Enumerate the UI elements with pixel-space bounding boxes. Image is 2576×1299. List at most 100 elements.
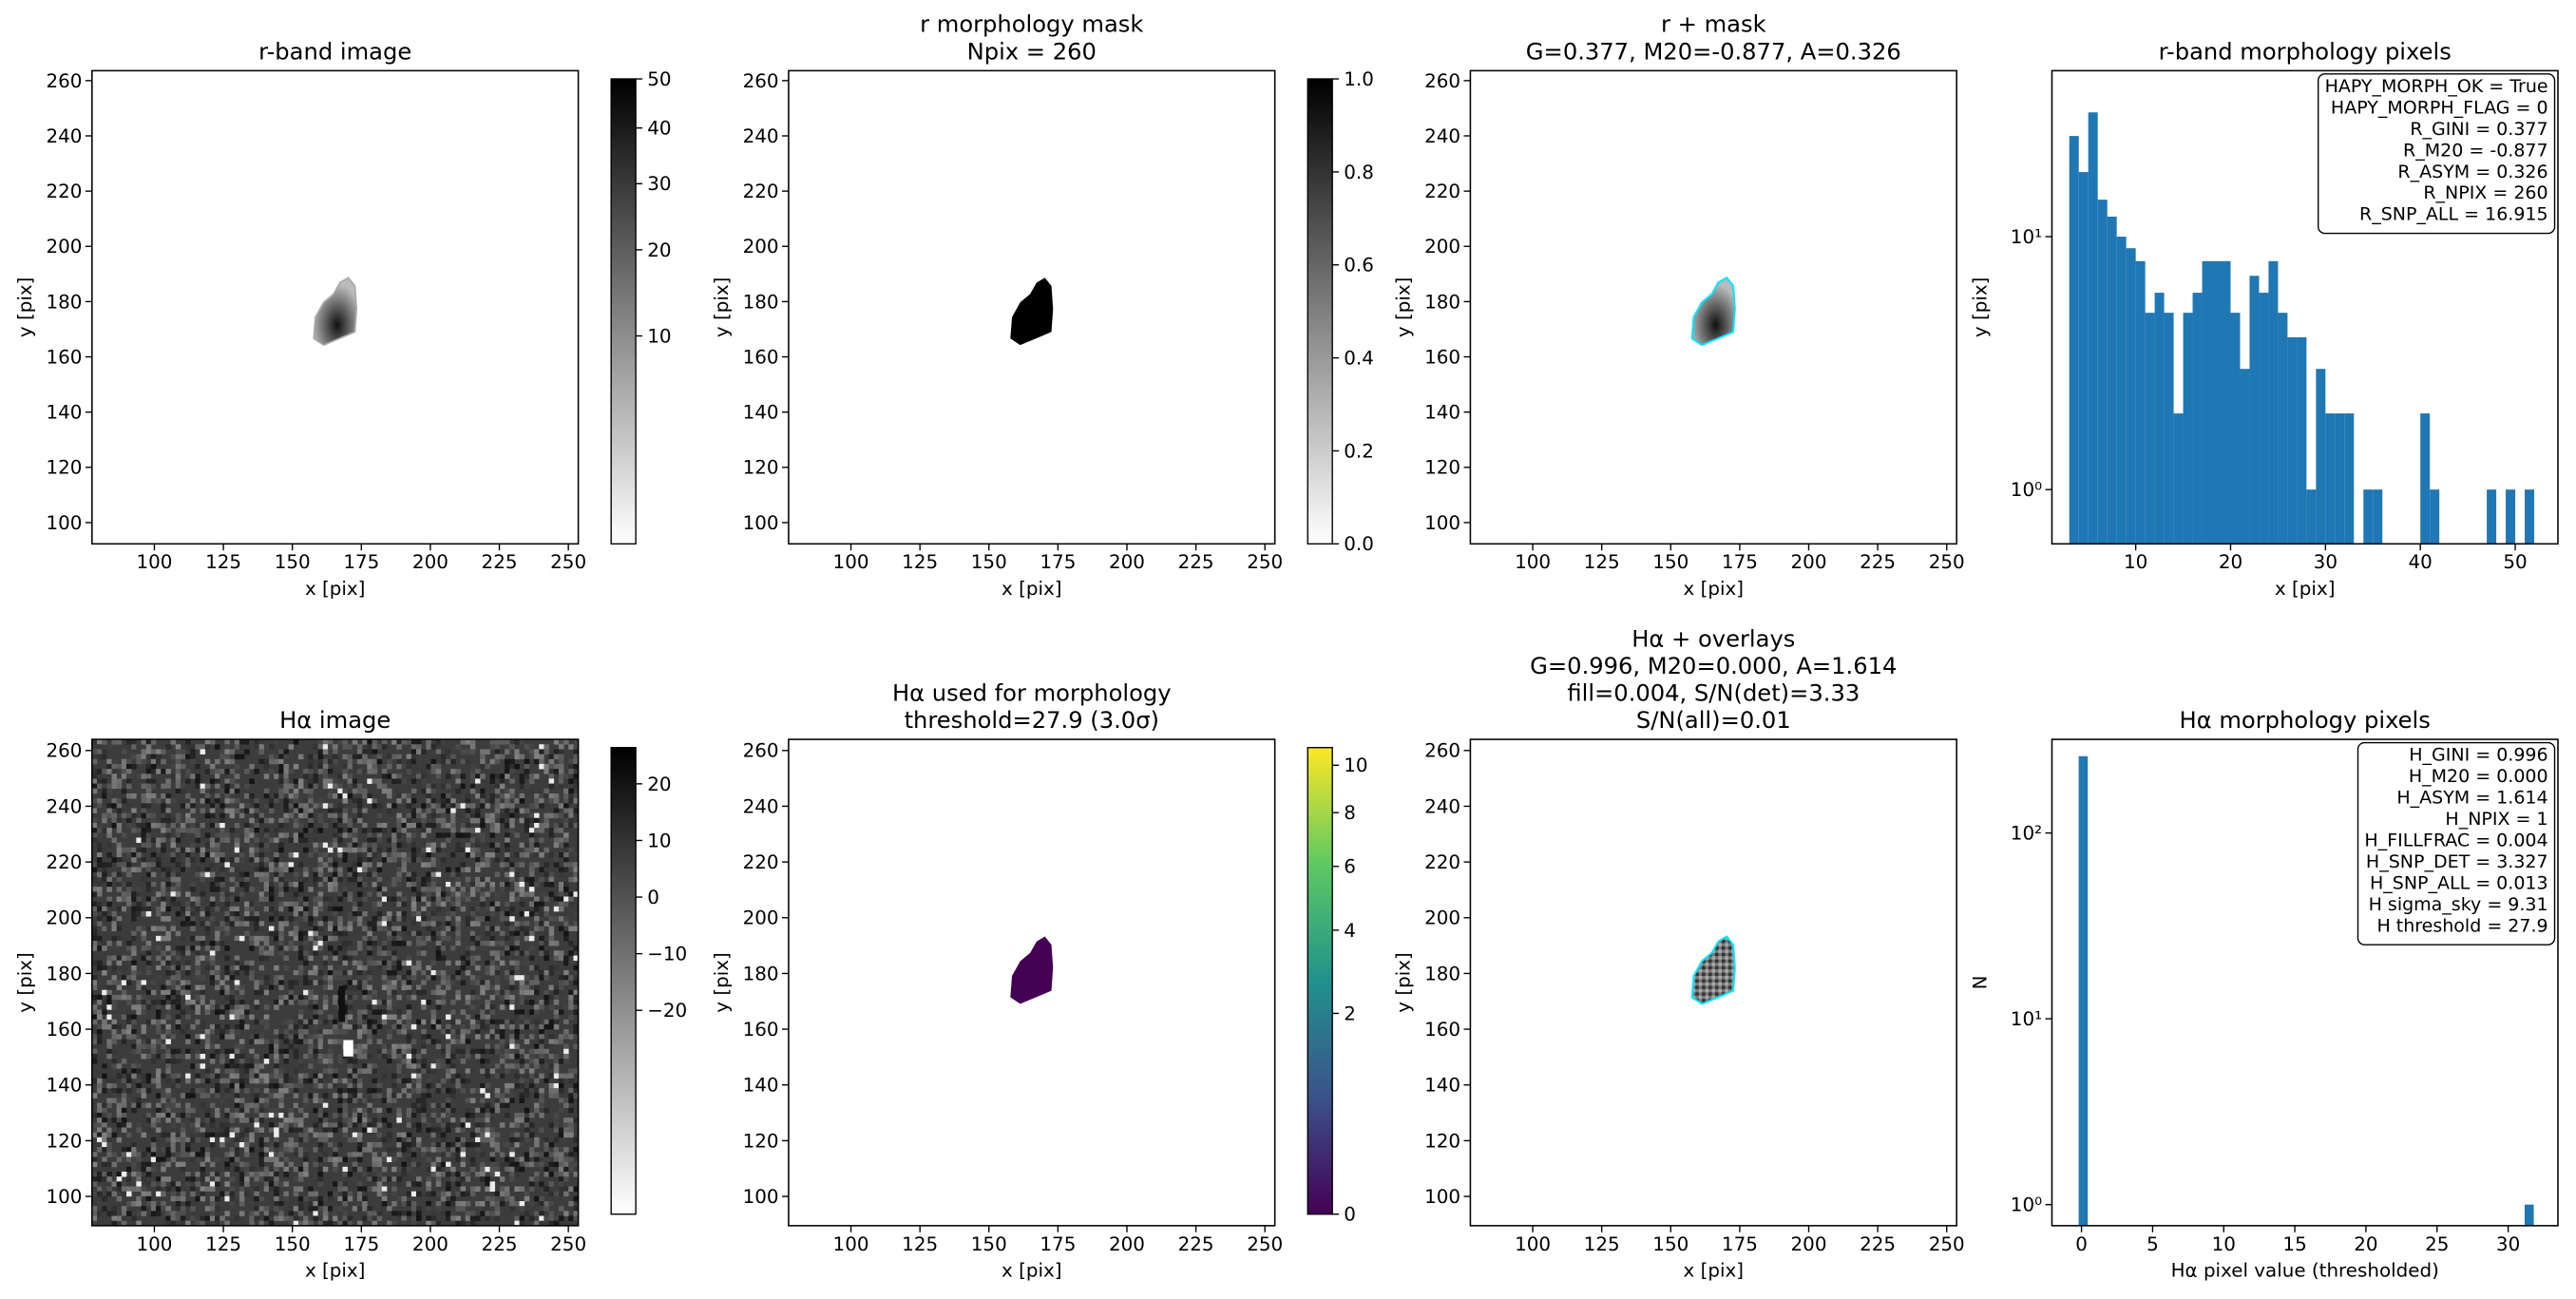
noise-pixel bbox=[406, 1147, 412, 1153]
noise-pixel bbox=[485, 798, 490, 804]
noise-pixel bbox=[396, 758, 402, 765]
noise-pixel bbox=[372, 935, 377, 942]
noise-pixel bbox=[136, 1147, 142, 1153]
noise-pixel bbox=[200, 1019, 206, 1025]
noise-pixel bbox=[539, 851, 544, 858]
noise-pixel bbox=[440, 803, 447, 809]
noise-pixel bbox=[293, 1014, 299, 1021]
noise-pixel bbox=[209, 1132, 216, 1138]
noise-pixel bbox=[386, 980, 392, 985]
noise-pixel bbox=[494, 1137, 501, 1143]
noise-pixel bbox=[116, 1098, 123, 1103]
noise-pixel bbox=[293, 788, 299, 794]
noise-pixel bbox=[283, 749, 289, 755]
noise-pixel bbox=[372, 837, 377, 843]
noise-pixel bbox=[165, 783, 171, 790]
noise-pixel bbox=[219, 989, 225, 996]
noise-pixel bbox=[480, 984, 486, 991]
noise-pixel bbox=[352, 842, 358, 849]
noise-pixel bbox=[435, 955, 442, 962]
noise-pixel bbox=[121, 975, 127, 981]
noise-pixel bbox=[410, 828, 417, 833]
noise-pixel bbox=[96, 1127, 103, 1133]
noise-pixel bbox=[563, 847, 569, 853]
noise-pixel bbox=[524, 1039, 530, 1044]
noise-pixel bbox=[317, 1147, 324, 1153]
noise-pixel bbox=[297, 965, 304, 971]
noise-pixel bbox=[494, 1102, 501, 1109]
noise-pixel bbox=[195, 906, 200, 912]
noise-pixel bbox=[229, 1048, 236, 1055]
noise-pixel bbox=[469, 837, 476, 843]
noise-pixel bbox=[519, 1093, 525, 1098]
noise-pixel bbox=[209, 1043, 216, 1050]
noise-pixel bbox=[278, 822, 284, 829]
noise-pixel bbox=[406, 970, 412, 976]
noise-pixel bbox=[185, 778, 191, 784]
noise-pixel bbox=[145, 1053, 152, 1060]
noise-pixel bbox=[386, 847, 392, 853]
noise-pixel bbox=[505, 798, 510, 804]
noise-pixel bbox=[430, 778, 437, 784]
noise-pixel bbox=[558, 926, 564, 932]
noise-pixel bbox=[505, 803, 510, 809]
noise-pixel bbox=[573, 822, 579, 829]
noise-pixel bbox=[396, 1078, 402, 1084]
noise-pixel bbox=[204, 1156, 211, 1162]
noise-pixel bbox=[475, 842, 481, 849]
noise-pixel bbox=[121, 749, 127, 755]
noise-pixel bbox=[111, 1000, 118, 1005]
noise-pixel bbox=[254, 812, 259, 819]
noise-pixel bbox=[524, 1063, 530, 1069]
noise-pixel bbox=[145, 1161, 152, 1168]
noise-pixel bbox=[161, 926, 166, 932]
noise-pixel bbox=[356, 876, 363, 883]
noise-pixel bbox=[322, 1137, 329, 1143]
noise-pixel bbox=[386, 916, 392, 922]
noise-pixel bbox=[297, 896, 304, 903]
noise-pixel bbox=[224, 1088, 230, 1094]
noise-pixel bbox=[278, 1068, 284, 1074]
noise-pixel bbox=[505, 984, 510, 991]
noise-pixel bbox=[505, 955, 510, 962]
noise-pixel bbox=[249, 1102, 255, 1109]
noise-pixel bbox=[406, 1053, 412, 1060]
noise-pixel bbox=[258, 817, 265, 824]
y-tick-label: 220 bbox=[743, 181, 779, 202]
noise-pixel bbox=[308, 930, 314, 937]
noise-pixel bbox=[121, 847, 127, 853]
panel-title: r-band image bbox=[258, 38, 411, 65]
noise-pixel bbox=[563, 793, 569, 799]
noise-pixel bbox=[121, 862, 127, 868]
noise-pixel bbox=[263, 1141, 270, 1148]
noise-pixel bbox=[209, 808, 216, 813]
noise-pixel bbox=[381, 941, 388, 946]
noise-pixel bbox=[401, 1161, 408, 1168]
noise-pixel bbox=[440, 758, 447, 765]
noise-pixel bbox=[519, 975, 525, 981]
noise-pixel bbox=[121, 1078, 127, 1084]
noise-pixel bbox=[489, 817, 496, 824]
noise-pixel bbox=[430, 867, 437, 872]
noise-pixel bbox=[175, 1000, 181, 1005]
noise-pixel bbox=[450, 946, 456, 951]
noise-pixel bbox=[116, 1088, 123, 1094]
noise-pixel bbox=[234, 1166, 240, 1173]
noise-pixel bbox=[435, 808, 442, 813]
noise-pixel bbox=[352, 1048, 358, 1055]
noise-pixel bbox=[539, 935, 544, 942]
noise-pixel bbox=[317, 1132, 324, 1138]
noise-pixel bbox=[534, 803, 540, 809]
noise-pixel bbox=[268, 989, 275, 996]
noise-pixel bbox=[410, 887, 417, 892]
noise-pixel bbox=[446, 1043, 451, 1050]
y-tick-label: 260 bbox=[47, 70, 83, 92]
noise-pixel bbox=[288, 1112, 295, 1118]
noise-pixel bbox=[219, 896, 225, 903]
noise-pixel bbox=[455, 916, 461, 922]
noise-pixel bbox=[303, 1053, 309, 1060]
noise-pixel bbox=[126, 1029, 132, 1035]
noise-pixel bbox=[102, 1000, 107, 1005]
noise-pixel bbox=[219, 1122, 225, 1128]
noise-pixel bbox=[509, 891, 515, 897]
